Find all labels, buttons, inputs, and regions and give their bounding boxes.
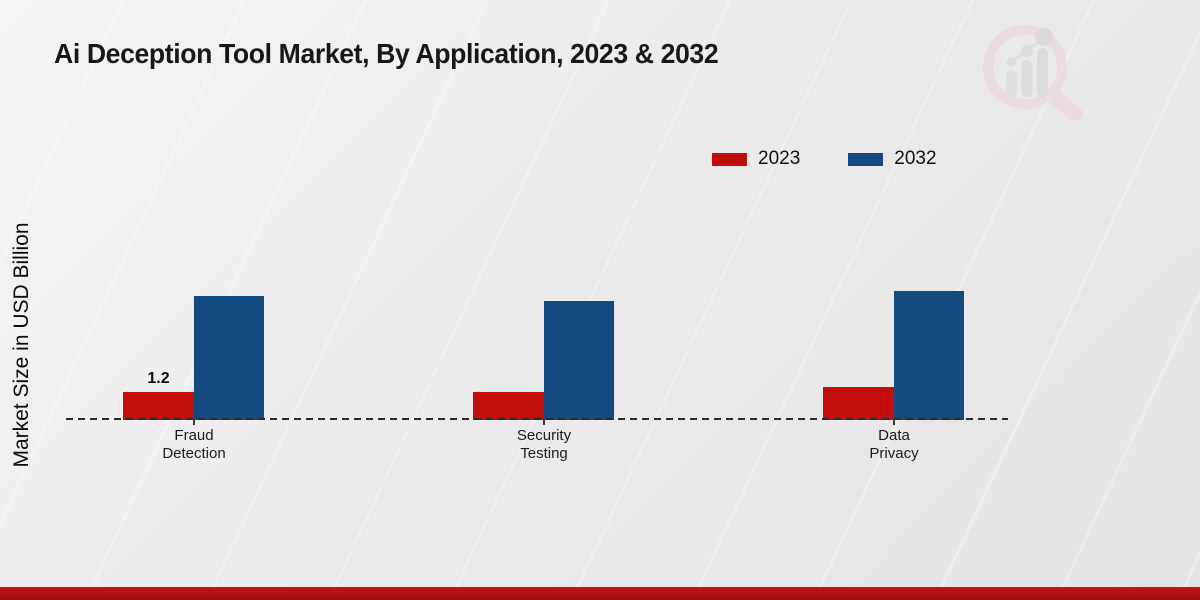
legend-item-2032: 2032 bbox=[848, 148, 937, 170]
bar-2023-1 bbox=[123, 392, 194, 420]
category-label: Data Privacy bbox=[869, 427, 919, 462]
watermark-logo bbox=[975, 18, 1093, 125]
bar-value-label: 1.2 bbox=[147, 370, 170, 387]
legend-swatch-2032 bbox=[848, 152, 884, 166]
x-axis-tick bbox=[543, 420, 545, 425]
magnifier-bar-chart-icon bbox=[983, 25, 1083, 122]
legend-swatch-2023 bbox=[712, 152, 747, 166]
bar-2023-3 bbox=[823, 387, 894, 420]
chart-title: Ai Deception Tool Market, By Application… bbox=[54, 38, 719, 69]
bar-2032-3 bbox=[894, 291, 964, 420]
x-axis-tick bbox=[193, 420, 195, 425]
bar-2032-1 bbox=[194, 296, 264, 420]
bar-2023-2 bbox=[473, 392, 544, 420]
legend-label-2023: 2023 bbox=[758, 148, 801, 169]
x-axis-tick bbox=[893, 420, 895, 425]
legend-item-2023: 2023 bbox=[712, 148, 800, 170]
bar-2032-2 bbox=[544, 301, 614, 420]
legend: 2023 2032 bbox=[712, 148, 937, 170]
category-label: Fraud Detection bbox=[162, 427, 226, 462]
zero-baseline bbox=[66, 418, 1008, 420]
footer-accent-bar bbox=[0, 587, 1200, 600]
legend-label-2032: 2032 bbox=[894, 148, 937, 169]
category-label: Security Testing bbox=[516, 427, 572, 462]
